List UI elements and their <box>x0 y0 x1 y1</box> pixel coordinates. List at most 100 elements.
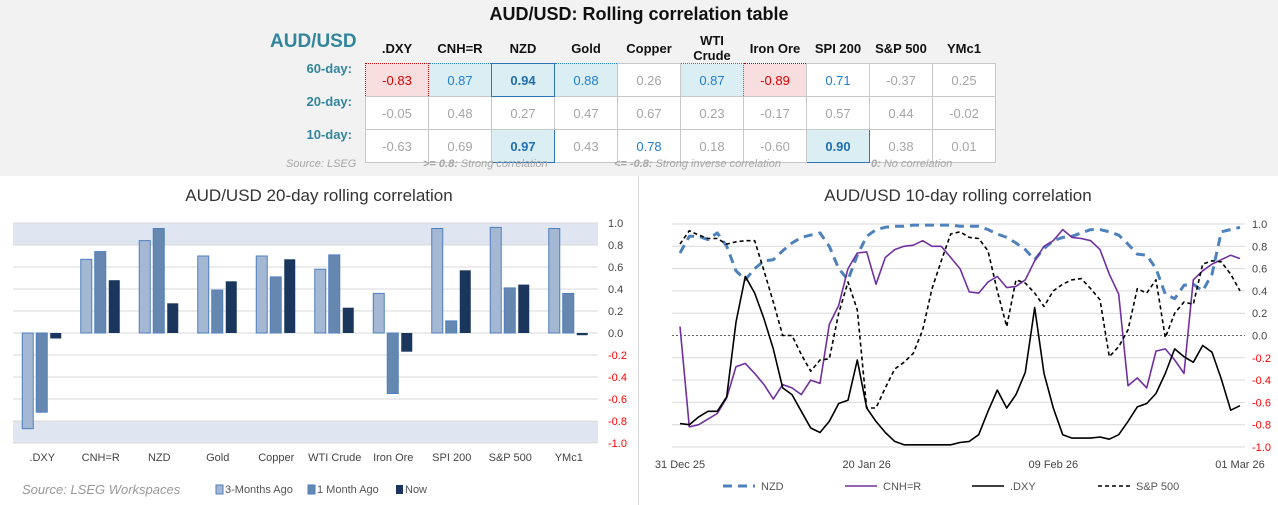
bar-chart-title: AUD/USD 20-day rolling correlation <box>185 186 453 205</box>
y-tick-label: -0.2 <box>608 350 627 362</box>
column-header: SPI 200 <box>814 40 862 56</box>
correlation-cell: 0.18 <box>680 129 744 163</box>
column-header: Gold <box>571 40 601 56</box>
correlation-cell: 0.87 <box>680 63 744 97</box>
correlation-cell: 0.67 <box>617 96 681 130</box>
y-tick-label: 1.0 <box>608 218 623 230</box>
column-header: YMc1 <box>947 40 981 56</box>
y-tick-label: -1.0 <box>1252 442 1271 454</box>
y-tick-label: 0.6 <box>608 262 623 274</box>
bar-3-months-ago <box>314 268 327 334</box>
table-row: -0.83 0.87 0.94 0.88 0.26 0.87 -0.89 0.71 -0.37 0… <box>365 63 996 97</box>
charts-canvas: 1.0 0.8 0.6 0.4 0.2 0.0 -0.2 -0.4 -0.6 -0.8 -1.0 .D… <box>13 218 1271 496</box>
legend-label: CNH=R <box>883 481 921 493</box>
bar-1-month-ago <box>35 332 48 413</box>
y-tick-label: 0.8 <box>608 240 623 252</box>
bar-3-months-ago <box>489 226 502 334</box>
y-tick-label: -0.8 <box>608 416 627 428</box>
y-tick-label: -1.0 <box>608 438 627 450</box>
x-tick-label: Iron Ore <box>373 452 413 464</box>
correlation-table-panel: AUD/USD: Rolling correlation table AUD/U… <box>0 0 1278 176</box>
bar-3-months-ago <box>255 255 268 334</box>
table-row: -0.05 0.48 0.27 0.47 0.67 0.23 -0.17 0.57 0.44 -0… <box>365 96 996 130</box>
correlation-cell: -0.63 <box>365 129 429 163</box>
y-tick-label: 0.4 <box>608 284 623 296</box>
note-strong: >= 0.8: Strong correlation <box>423 158 548 170</box>
correlation-cell: 0.23 <box>680 96 744 130</box>
bar-3-months-ago <box>80 258 93 334</box>
legend-swatch <box>307 484 316 495</box>
correlation-cell: 0.71 <box>806 63 870 97</box>
column-header: CNH=R <box>437 40 483 56</box>
correlation-cell: -0.83 <box>365 63 429 97</box>
column-header: Copper <box>626 40 672 56</box>
bar-3-months-ago <box>138 240 151 334</box>
bar-1-month-ago <box>269 276 282 334</box>
source-label: Source: <box>22 482 67 497</box>
correlation-cell: 0.88 <box>554 63 618 97</box>
bar-1-month-ago <box>94 251 107 334</box>
bar-3-months-ago <box>372 292 385 334</box>
x-tick-label: SPI 200 <box>432 452 471 464</box>
correlation-cell: 0.27 <box>491 96 555 130</box>
x-tick-label: Copper <box>258 452 294 464</box>
line-chart-title: AUD/USD 10-day rolling correlation <box>824 186 1092 205</box>
y-tick-label: 0.0 <box>1252 331 1267 343</box>
legend-label: Now <box>405 484 427 496</box>
correlation-cell: 0.78 <box>617 129 681 163</box>
note-strong-key: >= 0.8: <box>423 158 458 170</box>
bar-1-month-ago <box>562 292 575 334</box>
correlation-cell: 0.48 <box>428 96 492 130</box>
row-label-10: 10-day: <box>306 127 352 142</box>
y-tick-label: 1.0 <box>1252 219 1267 231</box>
table-source: Source: LSEG <box>286 158 357 170</box>
bar-1-month-ago <box>328 254 341 334</box>
bar-chart-source: Source: LSEG Workspaces <box>22 482 180 497</box>
x-tick-label: NZD <box>148 452 171 464</box>
bar-1-month-ago <box>211 289 224 334</box>
correlation-band <box>13 223 598 245</box>
legend-label: S&P 500 <box>1136 481 1179 493</box>
bar-now <box>518 284 530 333</box>
x-tick-label: CNH=R <box>82 452 120 464</box>
x-tick-label: .DXY <box>29 452 55 464</box>
column-header: S&P 500 <box>875 40 927 56</box>
note-zero-text: No correlation <box>883 158 953 170</box>
line-cnh-r <box>679 228 1241 428</box>
correlation-cell: -0.02 <box>932 96 996 130</box>
row-label-20: 20-day: <box>306 94 352 109</box>
bar-3-months-ago <box>431 228 444 334</box>
line--dxy <box>679 275 1241 446</box>
column-header: NZD <box>509 40 537 56</box>
y-tick-label: 0.2 <box>608 306 623 318</box>
bar-3-months-ago <box>548 228 561 334</box>
correlation-cell: 0.01 <box>932 129 996 163</box>
bar-now <box>459 270 471 333</box>
legend-swatch <box>215 484 224 495</box>
y-tick-label: 0.0 <box>608 328 623 340</box>
note-inverse-key: <= -0.8: <box>614 158 653 170</box>
y-tick-label: -0.4 <box>1252 375 1271 387</box>
bar-now <box>401 333 413 352</box>
y-tick-label: -0.6 <box>1252 397 1271 409</box>
x-tick-label: 31 Dec 25 <box>655 459 705 471</box>
column-header: .DXY <box>381 40 413 56</box>
x-tick-label: 20 Jan 26 <box>843 459 891 471</box>
row-label-60: 60-day: <box>306 61 352 76</box>
table-row: -0.63 0.69 0.97 0.43 0.78 0.18 -0.60 0.90 0.38 0.… <box>365 129 996 163</box>
correlation-cell: 0.25 <box>932 63 996 97</box>
table-title: AUD/USD: Rolling correlation table <box>489 4 789 24</box>
correlation-cell: -0.89 <box>743 63 807 97</box>
bar-now <box>225 281 237 333</box>
correlation-cell: 0.97 <box>491 129 555 163</box>
legend-label: 1 Month Ago <box>317 484 379 496</box>
correlation-cell: 0.44 <box>869 96 933 130</box>
correlation-cell: 0.57 <box>806 96 870 130</box>
x-tick-label: S&P 500 <box>489 452 532 464</box>
x-tick-label: Gold <box>206 452 229 464</box>
line-nzd <box>678 223 1241 301</box>
pair-label: AUD/USD <box>270 31 357 52</box>
correlation-cell: 0.87 <box>428 63 492 97</box>
bar-now <box>576 333 588 336</box>
correlation-cell: 0.38 <box>869 129 933 163</box>
